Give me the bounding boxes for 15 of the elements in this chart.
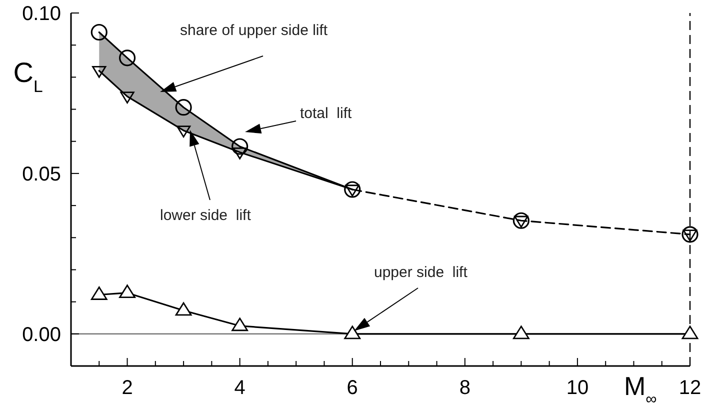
x-tick-label: 8	[459, 377, 470, 399]
annotation: lower side lift	[160, 207, 252, 224]
x-tick-label: 4	[234, 377, 246, 399]
x-tick-label: 6	[346, 377, 358, 399]
y-axis-title: C$_{L}$	[13, 57, 43, 96]
y-tick-label: 0.10	[22, 3, 61, 25]
x-tick-label: 10	[566, 377, 589, 399]
y-tick-label: 0.00	[22, 324, 61, 346]
annotation: share of upper side lift	[180, 22, 328, 39]
annotation: total lift	[300, 105, 353, 122]
x-tick-label: 2	[122, 377, 133, 399]
x-axis-title: M$_{∞}$	[624, 371, 657, 408]
x-tick-label: 12	[678, 377, 702, 399]
annotation: upper side lift	[374, 264, 468, 281]
y-tick-label: 0.05	[22, 163, 61, 186]
